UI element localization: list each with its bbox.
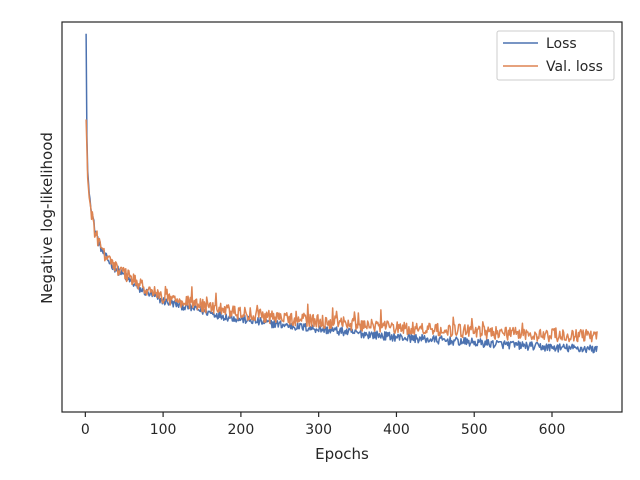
legend-label-val-loss: Val. loss [546,59,603,75]
x-tick-label: 600 [539,422,566,438]
legend: Loss Val. loss [496,30,615,81]
x-tick-label: 500 [461,422,488,438]
series-layer [85,33,598,354]
x-tick-label: 200 [228,422,255,438]
series-line-val-loss [85,119,598,343]
plot-frame [61,21,623,413]
legend-label-loss: Loss [546,36,577,52]
x-tick-label: 100 [150,422,177,438]
x-axis-label: Epochs [315,445,369,463]
y-axis-label: Negative log-likelihood [38,132,56,304]
x-tick-label: 300 [305,422,332,438]
x-tick-label: 0 [81,422,90,438]
x-axis: 0 100 200 300 400 500 600 [81,412,565,438]
series-line-loss [85,33,598,354]
x-tick-label: 400 [383,422,410,438]
